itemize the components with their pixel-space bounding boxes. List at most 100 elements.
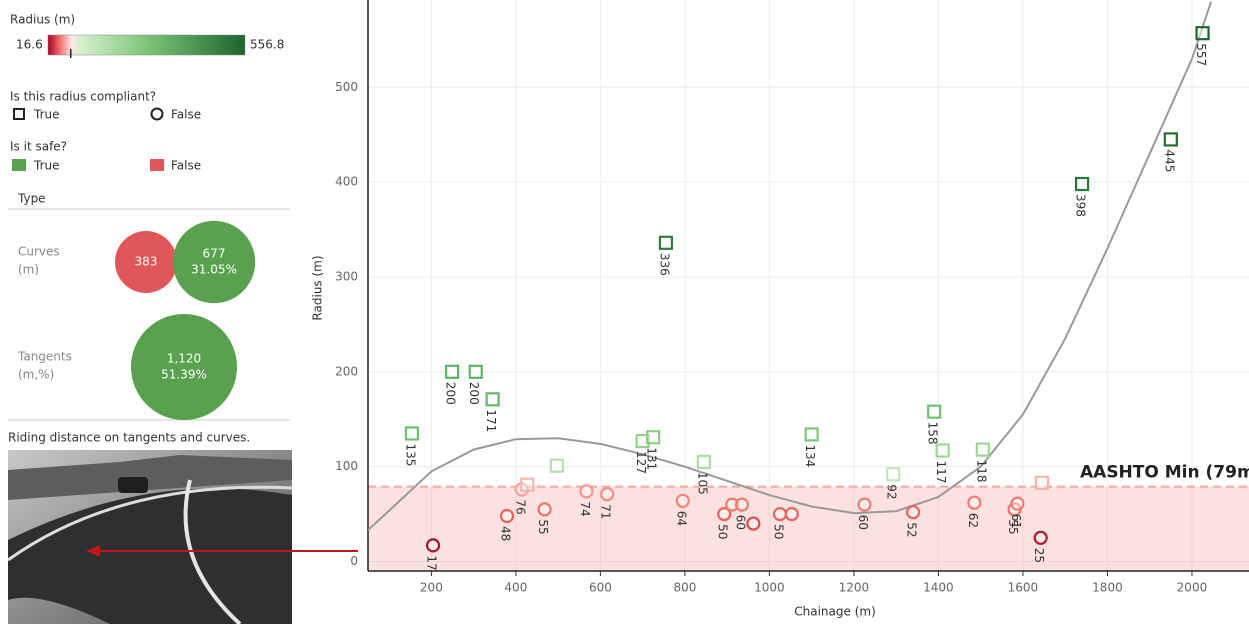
x-tick-label: 1400 — [923, 581, 954, 595]
point-square — [1197, 27, 1209, 39]
x-axis-title: Chainage (m) — [794, 605, 876, 619]
point-square — [977, 444, 989, 456]
row-label: (m,%) — [18, 368, 54, 382]
scatter-plot: 0 100 200 300 400 500 200 400 600 800 1000 1200 1400… — [335, 0, 1249, 595]
point-circle — [580, 485, 592, 497]
point-circle — [601, 488, 613, 500]
point-square — [1036, 477, 1048, 489]
y-tick-label: 500 — [335, 80, 358, 94]
point-circle — [774, 508, 786, 520]
x-tick-label: 200 — [420, 581, 443, 595]
point-square — [1076, 178, 1088, 190]
page: {"legends": { "radius": {"title": "Radiu… — [0, 0, 1249, 624]
point-square — [928, 406, 940, 418]
point-square — [470, 366, 482, 378]
point-circle — [539, 503, 551, 515]
point-label: 61 — [1009, 514, 1023, 529]
legend-label: True — [33, 159, 60, 173]
color-ramp — [48, 35, 245, 55]
point-square — [446, 366, 458, 378]
point-square — [487, 393, 499, 405]
point-label: 131 — [645, 447, 659, 470]
y-tick-label: 300 — [335, 269, 358, 283]
point-square — [937, 445, 949, 457]
point-square — [406, 427, 418, 439]
y-tick-label: 200 — [335, 364, 358, 378]
point-label: 445 — [1162, 149, 1176, 172]
row-label: Curves — [18, 245, 60, 259]
point-circle — [907, 506, 919, 518]
photo — [8, 450, 292, 624]
point-label: 52 — [905, 522, 919, 537]
point-circle — [736, 499, 748, 511]
row-label: (m) — [18, 263, 39, 277]
legend-title: Is it safe? — [10, 140, 67, 154]
point-circle — [1011, 498, 1023, 510]
y-tick-label: 0 — [350, 554, 358, 568]
x-tick-label: 1200 — [839, 581, 870, 595]
legend-title: Is this radius compliant? — [10, 90, 156, 104]
point-label: 55 — [536, 519, 550, 534]
x-tick-label: 400 — [504, 581, 527, 595]
x-tick-label: 2000 — [1177, 581, 1208, 595]
bubble-value: 1,120 — [167, 352, 201, 366]
point-label: 25 — [1032, 548, 1046, 563]
legend-circle — [152, 109, 163, 120]
point-square — [698, 456, 710, 468]
point-label: 60 — [733, 515, 747, 530]
point-label: 134 — [803, 444, 817, 467]
point-label: 118 — [974, 460, 988, 483]
point-label: 62 — [966, 513, 980, 528]
point-circle — [786, 508, 798, 520]
point-circle — [968, 497, 980, 509]
y-tick-label: 100 — [335, 459, 358, 473]
legend-square — [14, 109, 24, 119]
point-circle — [1035, 532, 1047, 544]
point-square — [1165, 133, 1177, 145]
point-circle — [427, 539, 439, 551]
point-label: 398 — [1074, 194, 1088, 217]
point-label: 48 — [499, 526, 513, 541]
legend-label: False — [171, 108, 201, 122]
photo-caption: Riding distance on tangents and curves. — [8, 431, 250, 445]
point-circle — [747, 518, 759, 530]
bubble-title: Type — [17, 192, 46, 206]
x-tick-label: 1000 — [754, 581, 785, 595]
legend-label: True — [33, 108, 60, 122]
point-label: 200 — [444, 382, 458, 405]
bubble-value: 677 — [203, 247, 226, 261]
point-label: 60 — [856, 515, 870, 530]
point-label: 117 — [934, 461, 948, 484]
point-label: 105 — [695, 472, 709, 495]
point-label: 50 — [716, 524, 730, 539]
y-tick-label: 400 — [335, 175, 358, 189]
dashboard: Radius (m) 16.6 556.8 Is this radius com… — [0, 0, 1249, 624]
x-tick-label: 1600 — [1008, 581, 1039, 595]
point-circle — [858, 499, 870, 511]
row-label: Tangents — [17, 350, 72, 364]
legend-label: False — [171, 159, 201, 173]
point-square — [521, 479, 533, 491]
point-label: 71 — [599, 504, 613, 519]
point-square — [660, 237, 672, 249]
bubble-value: 383 — [135, 255, 158, 269]
point-circle — [501, 510, 513, 522]
point-label: 64 — [674, 511, 688, 526]
bubble-share: 31.05% — [191, 263, 237, 277]
x-tick-label: 600 — [589, 581, 612, 595]
point-square — [647, 431, 659, 443]
point-label: 50 — [771, 524, 785, 539]
bubble-share: 51.39% — [161, 368, 207, 382]
point-label: 76 — [513, 499, 527, 514]
point-circle — [677, 495, 689, 507]
legend-min: 16.6 — [16, 38, 43, 52]
legend-swatch — [12, 159, 26, 171]
point-square — [806, 428, 818, 440]
legend-title: Radius (m) — [10, 13, 75, 27]
point-label: 557 — [1194, 43, 1208, 66]
point-label: 92 — [885, 484, 899, 499]
x-tick-label: 800 — [673, 581, 696, 595]
point-label: 158 — [926, 422, 940, 445]
point-label: 135 — [403, 443, 417, 466]
point-label: 171 — [484, 409, 498, 432]
